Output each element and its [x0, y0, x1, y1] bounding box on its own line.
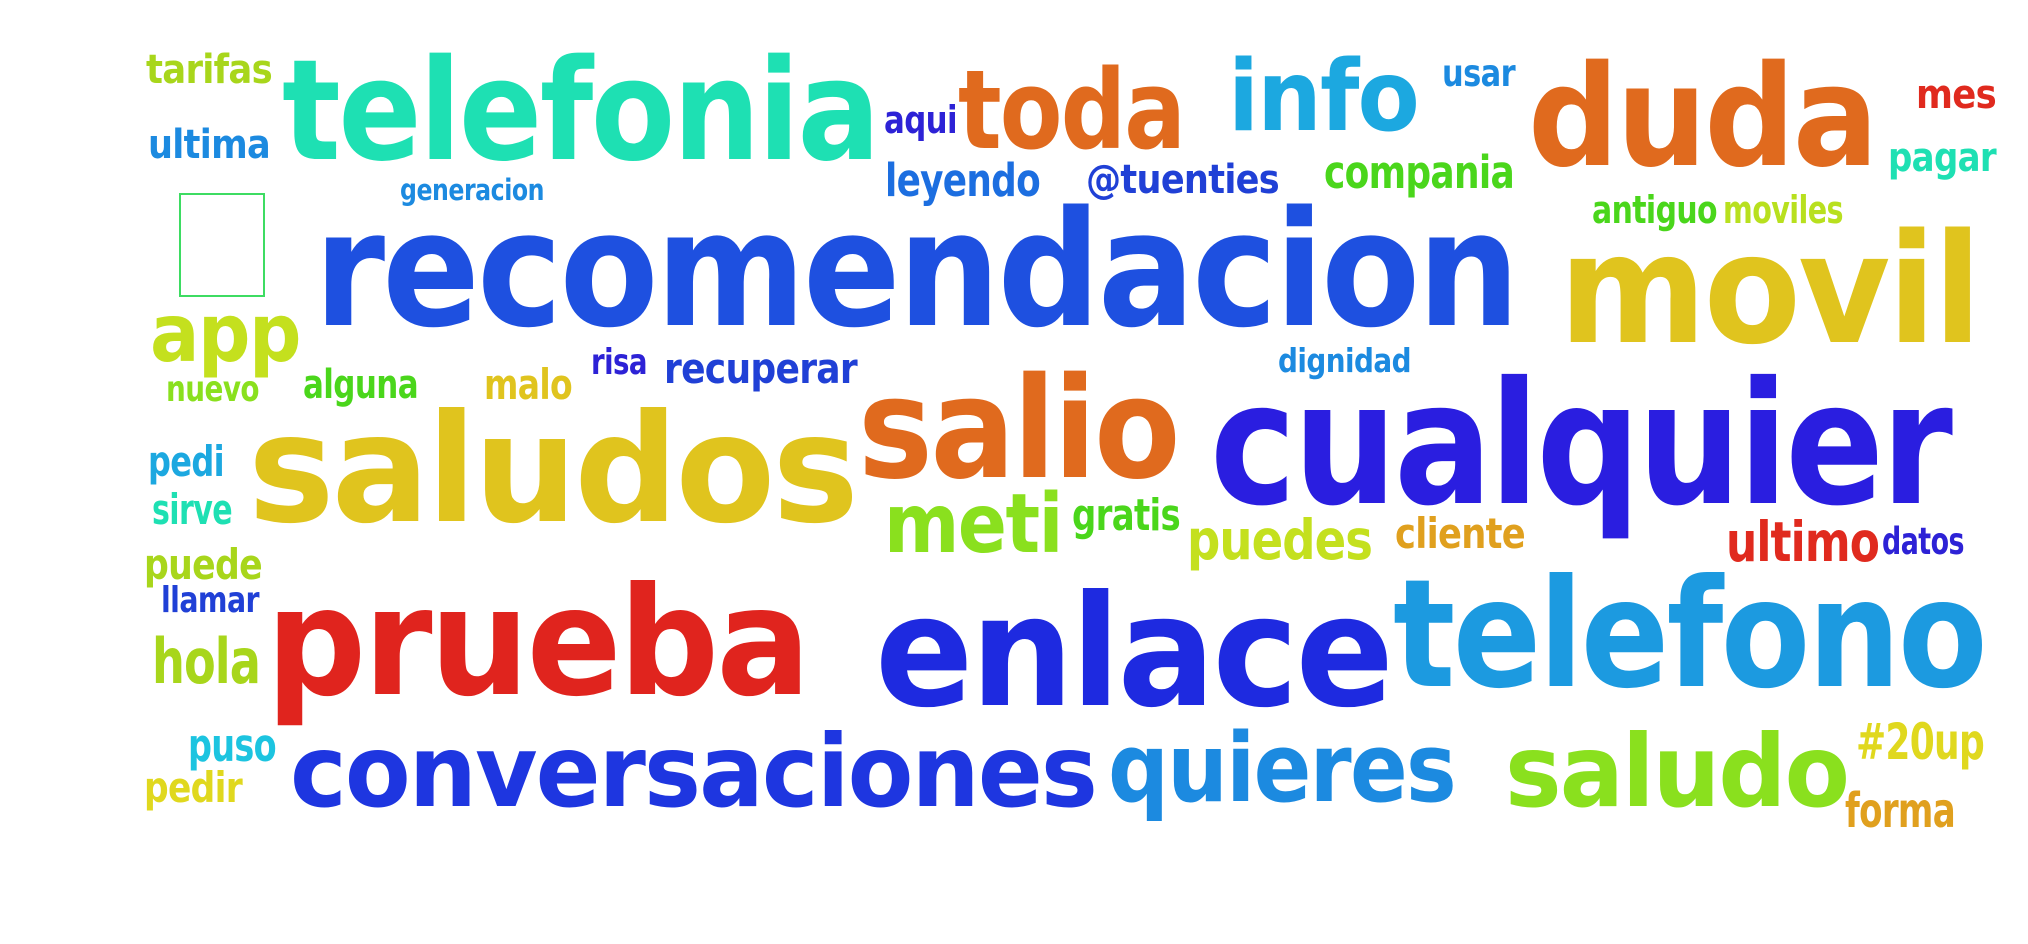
word-movil: movil — [1559, 201, 1982, 378]
word-quieres: quieres — [1108, 714, 1457, 824]
word-puede: puede — [144, 540, 263, 589]
word-tuenties: @tuenties — [1086, 157, 1280, 203]
word-puso: puso — [188, 719, 277, 772]
word-saludos: saludos — [248, 383, 859, 557]
word-meti: meti — [884, 477, 1063, 572]
word-prueba: prueba — [266, 556, 811, 730]
word-compania: compania — [1324, 146, 1515, 199]
word-saludo: saludo — [1505, 713, 1850, 830]
word-hashtag20up: #20up — [1856, 713, 1985, 771]
word-conversaciones: conversaciones — [290, 713, 1098, 830]
word-mes: mes — [1916, 72, 1997, 118]
word-usar: usar — [1442, 52, 1516, 95]
word-llamar: llamar — [161, 580, 260, 621]
word-forma: forma — [1845, 783, 1956, 839]
word-app: app — [150, 287, 301, 380]
word-generacion: generacion — [400, 173, 544, 207]
word-pedi: pedi — [148, 437, 225, 486]
word-sirve: sirve — [152, 485, 233, 534]
word-datos: datos — [1882, 520, 1965, 563]
word-tarifas: tarifas — [146, 47, 273, 93]
word-antiguo: antiguo — [1592, 188, 1718, 232]
word-pedir: pedir — [144, 763, 243, 812]
word-aqui: aqui — [884, 98, 958, 142]
word-telefonia: telefonia — [282, 30, 880, 193]
word-recomendacion: recomendacion — [314, 176, 1520, 363]
word-dignidad: dignidad — [1278, 341, 1412, 380]
word-gratis: gratis — [1072, 490, 1181, 541]
word-moviles: moviles — [1723, 188, 1844, 232]
word-recuperar: recuperar — [664, 344, 858, 393]
highlight-box — [179, 193, 265, 297]
word-enlace: enlace — [875, 563, 1394, 742]
word-ultimo: ultimo — [1726, 510, 1880, 574]
word-pagar: pagar — [1888, 135, 1997, 181]
word-toda: toda — [958, 46, 1186, 174]
word-info: info — [1228, 40, 1420, 154]
word-alguna: alguna — [303, 362, 419, 408]
word-puedes: puedes — [1187, 508, 1373, 572]
word-risa: risa — [591, 342, 648, 383]
word-cualquier: cualquier — [1210, 346, 1953, 544]
word-salio: salio — [858, 348, 1181, 511]
word-leyendo: leyendo — [885, 154, 1041, 207]
word-telefono: telefono — [1393, 548, 1988, 722]
word-nuevo: nuevo — [166, 369, 260, 410]
word-duda: duda — [1528, 36, 1879, 199]
word-ultima: ultima — [148, 122, 271, 168]
word-cliente: cliente — [1395, 509, 1526, 558]
word-hola: hola — [152, 625, 261, 698]
word-malo: malo — [484, 360, 573, 409]
